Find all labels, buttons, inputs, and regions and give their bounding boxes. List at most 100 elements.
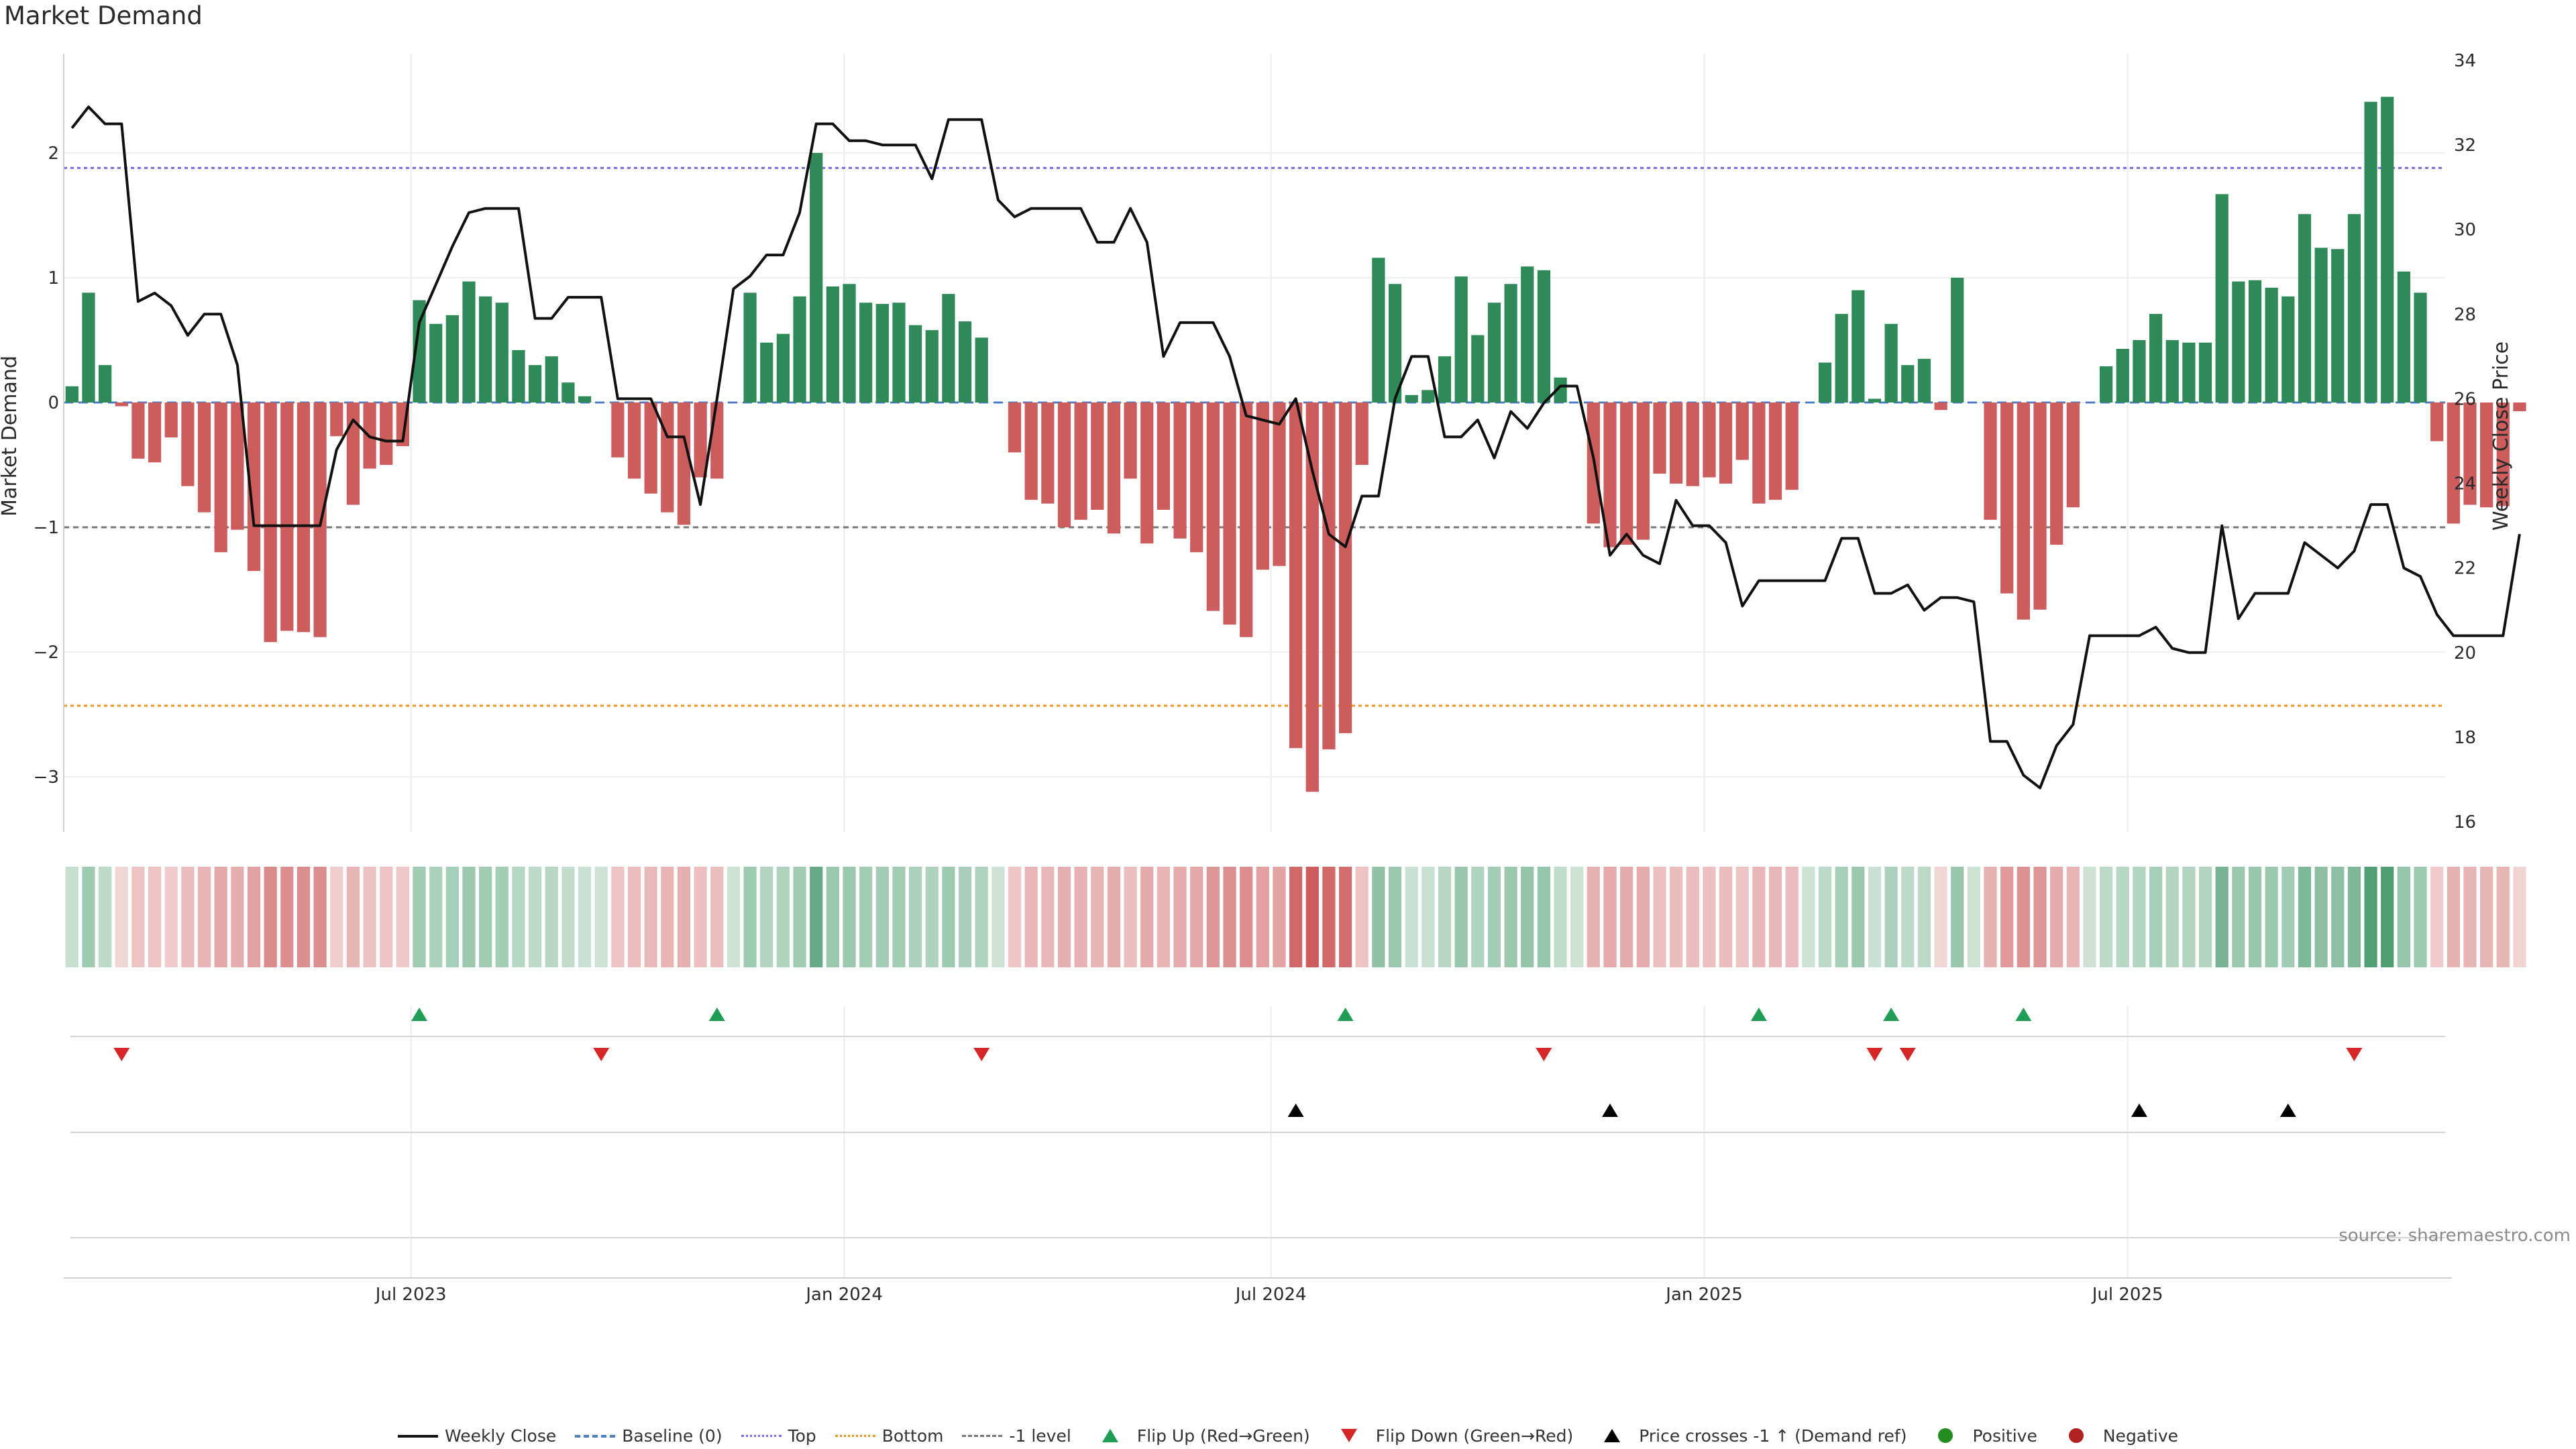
flip-down-marker bbox=[593, 1048, 610, 1061]
heat-cell bbox=[1686, 867, 1699, 967]
demand-bar bbox=[1173, 402, 1187, 539]
heat-cell bbox=[561, 867, 575, 967]
heat-cell bbox=[1223, 867, 1236, 967]
heat-cell bbox=[413, 867, 426, 967]
heat-cell bbox=[1934, 867, 1947, 967]
demand-bar bbox=[445, 315, 459, 402]
heat-cell bbox=[2513, 867, 2526, 967]
heat-cell bbox=[181, 867, 195, 967]
heat-cell bbox=[1653, 867, 1666, 967]
legend-baseline-label: Baseline (0) bbox=[622, 1426, 722, 1446]
heat-cell bbox=[1719, 867, 1733, 967]
heat-cell bbox=[82, 867, 95, 967]
price-cross-marker bbox=[2131, 1104, 2147, 1117]
heat-cell bbox=[231, 867, 244, 967]
demand-bar bbox=[2364, 101, 2377, 403]
demand-bar bbox=[1603, 402, 1617, 547]
demand-bar bbox=[1405, 394, 1418, 402]
heat-cell bbox=[1521, 867, 1534, 967]
demand-bar bbox=[2397, 271, 2410, 402]
triangle-up-icon bbox=[1102, 1429, 1118, 1442]
heat-cell bbox=[99, 867, 112, 967]
demand-bar bbox=[2381, 97, 2394, 403]
demand-bar bbox=[1388, 284, 1402, 402]
demand-bar bbox=[578, 396, 592, 402]
heat-cell bbox=[148, 867, 162, 967]
demand-bar bbox=[2133, 340, 2146, 402]
flip-down-marker bbox=[1899, 1048, 1916, 1061]
heat-cell bbox=[429, 867, 443, 967]
heat-cell bbox=[875, 867, 889, 967]
heat-cell bbox=[1851, 867, 1865, 967]
heat-cell bbox=[810, 867, 823, 967]
heat-cell bbox=[710, 867, 724, 967]
demand-bar bbox=[413, 300, 426, 402]
heat-cell bbox=[2033, 867, 2047, 967]
page-title: Market Demand bbox=[4, 1, 203, 30]
heat-cell bbox=[1338, 867, 1352, 967]
demand-bar bbox=[1735, 402, 1749, 460]
heat-cell bbox=[2000, 867, 2014, 967]
y-right-tick-label: 20 bbox=[2454, 643, 2476, 663]
demand-bar bbox=[65, 386, 78, 402]
heat-cell bbox=[197, 867, 211, 967]
heat-cell bbox=[2381, 867, 2394, 967]
heat-cell bbox=[1091, 867, 1104, 967]
demand-bar bbox=[380, 402, 393, 465]
heat-cell bbox=[2364, 867, 2377, 967]
legend-bottom: Bottom bbox=[835, 1426, 943, 1446]
y-left-tick-label: −2 bbox=[34, 643, 59, 663]
demand-bar bbox=[1008, 402, 1022, 453]
y-right-tick-label: 24 bbox=[2454, 474, 2476, 494]
heat-cell bbox=[2165, 867, 2179, 967]
heat-cell bbox=[1768, 867, 1782, 967]
heat-cell bbox=[677, 867, 691, 967]
demand-bar bbox=[2331, 249, 2345, 402]
demand-bar bbox=[1322, 402, 1336, 750]
y-right-tick-label: 28 bbox=[2454, 305, 2476, 325]
demand-bar bbox=[1620, 402, 1633, 545]
legend-weekly-close: Weekly Close bbox=[397, 1426, 556, 1446]
heat-cell bbox=[1537, 867, 1551, 967]
dot-icon bbox=[2068, 1428, 2084, 1443]
legend-positive-label: Positive bbox=[1972, 1426, 2037, 1446]
demand-heat-strip bbox=[65, 867, 2526, 967]
heat-cell bbox=[2182, 867, 2196, 967]
legend-flip-up-label: Flip Up (Red→Green) bbox=[1136, 1426, 1310, 1446]
demand-bar bbox=[1421, 390, 1435, 402]
heat-cell bbox=[2215, 867, 2229, 967]
demand-bar bbox=[1917, 358, 1931, 402]
legend-baseline: Baseline (0) bbox=[575, 1426, 722, 1446]
flip-up-marker bbox=[2015, 1008, 2032, 1021]
heat-cell bbox=[1008, 867, 1022, 967]
demand-bar bbox=[2050, 402, 2063, 545]
demand-bar bbox=[661, 402, 674, 513]
heat-cell bbox=[330, 867, 343, 967]
flip-up-marker bbox=[1337, 1008, 1354, 1021]
demand-bar bbox=[1487, 303, 1501, 402]
heat-cell bbox=[1636, 867, 1650, 967]
legend-negative: Negative bbox=[2056, 1426, 2178, 1446]
demand-bar bbox=[1703, 402, 1716, 478]
heat-cell bbox=[859, 867, 873, 967]
demand-bar bbox=[1785, 402, 1799, 490]
heat-cell bbox=[1388, 867, 1402, 967]
heat-cell bbox=[1603, 867, 1617, 967]
demand-bar bbox=[2100, 366, 2113, 402]
price-cross-marker bbox=[1287, 1104, 1304, 1117]
heat-cell bbox=[280, 867, 294, 967]
y-right-tick-label: 30 bbox=[2454, 220, 2476, 240]
demand-bar bbox=[1438, 356, 1452, 402]
legend: Weekly Close Baseline (0) Top Bottom -1 … bbox=[0, 1422, 2576, 1449]
grid-layer bbox=[64, 54, 2445, 1278]
heat-cell bbox=[1107, 867, 1121, 967]
demand-bar bbox=[1537, 270, 1551, 402]
heat-cell bbox=[1372, 867, 1385, 967]
y-left-tick-label: −1 bbox=[34, 518, 59, 538]
heat-cell bbox=[297, 867, 311, 967]
heat-cell bbox=[346, 867, 360, 967]
demand-bar bbox=[1273, 402, 1286, 566]
heat-cell bbox=[1670, 867, 1683, 967]
demand-bar bbox=[710, 402, 724, 479]
